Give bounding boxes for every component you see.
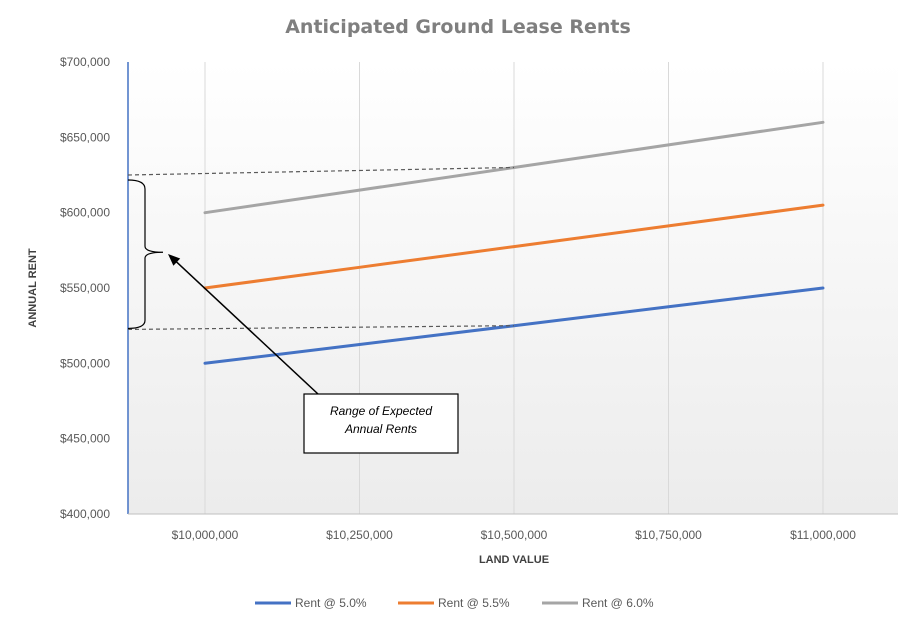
legend: Rent @ 5.0% Rent @ 5.5% Rent @ 6.0%	[255, 596, 654, 610]
legend-label-3: Rent @ 6.0%	[582, 596, 654, 610]
x-tick-label: $11,000,000	[790, 528, 856, 542]
x-tick-label: $10,250,000	[326, 528, 393, 542]
series-line-2	[203, 203, 825, 290]
x-axis-title: LAND VALUE	[479, 554, 549, 566]
range-annotation	[127, 166, 515, 395]
y-axis-title: ANNUAL RENT	[27, 248, 39, 328]
axes	[127, 62, 898, 515]
x-tick-labels: $10,000,000 $10,250,000 $10,500,000 $10,750…	[172, 528, 857, 542]
y-tick-label: $650,000	[60, 130, 110, 144]
y-tick-labels: $400,000 $450,000 $500,000 $550,000 $600,000…	[60, 55, 110, 521]
legend-label-2: Rent @ 5.5%	[438, 596, 510, 610]
range-bracket	[127, 179, 164, 330]
callout-arrow-head	[168, 254, 181, 266]
range-low-dashed-line	[127, 325, 515, 331]
y-tick-label: $600,000	[60, 206, 110, 220]
callout-arrow-line	[173, 259, 319, 395]
y-tick-label: $400,000	[60, 507, 110, 521]
x-tick-label: $10,750,000	[635, 528, 702, 542]
x-tick-label: $10,000,000	[172, 528, 239, 542]
x-tick-label: $10,500,000	[481, 528, 548, 542]
range-high-dashed-line	[127, 166, 515, 176]
y-tick-label: $700,000	[60, 55, 110, 69]
callout-box	[303, 393, 459, 454]
y-tick-label: $550,000	[60, 281, 110, 295]
plot-area-background	[128, 62, 898, 514]
y-tick-label: $500,000	[60, 356, 110, 370]
callout-text-line-2: Annual Rents	[344, 422, 417, 436]
chart-title: Anticipated Ground Lease Rents	[285, 16, 631, 38]
y-tick-label: $450,000	[60, 432, 110, 446]
callout-text-line-1: Range of Expected	[330, 404, 432, 418]
legend-label-1: Rent @ 5.0%	[295, 596, 367, 610]
